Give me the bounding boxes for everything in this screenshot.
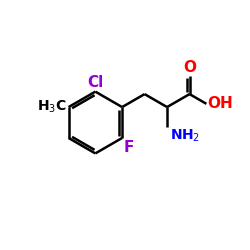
Text: O: O <box>183 60 196 75</box>
Text: F: F <box>124 140 134 156</box>
Text: Cl: Cl <box>87 75 104 90</box>
Text: OH: OH <box>208 96 234 111</box>
Text: H$_3$C: H$_3$C <box>37 99 66 115</box>
Text: NH$_2$: NH$_2$ <box>170 128 200 144</box>
